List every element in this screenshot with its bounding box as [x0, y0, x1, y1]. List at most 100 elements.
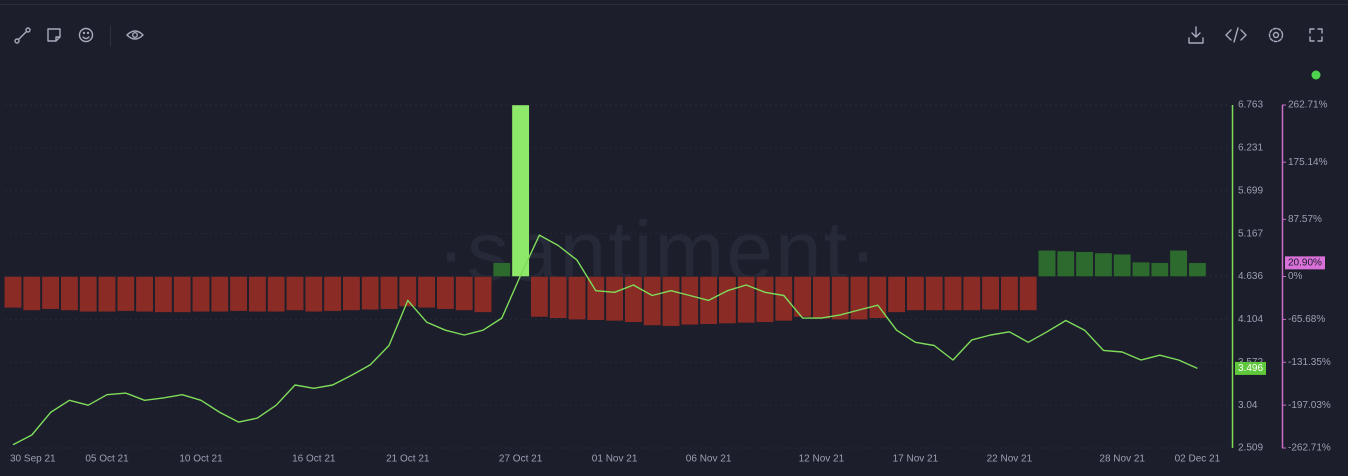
- x-tick-label: 28 Nov 21: [1099, 454, 1145, 465]
- toolbar-left: [14, 25, 144, 46]
- bar: [173, 276, 192, 313]
- bar: [962, 276, 981, 311]
- visibility-icon[interactable]: [126, 30, 144, 40]
- x-tick-label: 01 Nov 21: [592, 454, 638, 465]
- y-tick-label: 5.699: [1238, 185, 1263, 196]
- bar: [60, 276, 79, 311]
- y2-tick-label: -197.03%: [1288, 400, 1331, 411]
- y-tick-label: 5.167: [1238, 228, 1263, 239]
- bar: [530, 276, 549, 318]
- bar: [944, 276, 962, 311]
- last-value-box: [1235, 361, 1266, 375]
- bar: [906, 276, 925, 311]
- x-tick-label: 10 Oct 21: [179, 454, 223, 465]
- bar: [925, 276, 944, 311]
- bar: [586, 276, 605, 321]
- bar: [417, 276, 436, 309]
- y2-tick-label: 87.57%: [1288, 214, 1322, 225]
- bar: [680, 276, 699, 326]
- bar: [1169, 250, 1188, 277]
- bar: [643, 276, 662, 326]
- bar: [492, 262, 511, 277]
- bar: [342, 276, 361, 311]
- last-value-label: 3.496: [1238, 363, 1263, 374]
- bar: [756, 276, 774, 323]
- bar: [4, 276, 22, 309]
- bar: [1056, 250, 1075, 277]
- embed-icon[interactable]: [1225, 27, 1247, 43]
- y2-tick-label: 175.14%: [1288, 157, 1328, 168]
- price-line: [12, 234, 1198, 446]
- bar: [868, 276, 887, 319]
- download-icon[interactable]: [1188, 26, 1204, 44]
- bar: [116, 276, 135, 312]
- x-tick-label: 05 Oct 21: [85, 454, 129, 465]
- bar: [323, 276, 342, 312]
- bar: [774, 276, 793, 322]
- bar: [812, 276, 831, 320]
- bar-series: [4, 104, 1207, 327]
- y-tick-label: 4.104: [1238, 314, 1263, 325]
- y2-tick-label: -262.71%: [1288, 443, 1331, 454]
- fullscreen-icon[interactable]: [1309, 28, 1323, 42]
- bar: [549, 276, 568, 319]
- note-icon[interactable]: [47, 28, 61, 42]
- bar: [22, 276, 41, 311]
- draw-line-icon[interactable]: [14, 27, 31, 44]
- bar: [887, 276, 906, 313]
- bar: [1150, 262, 1169, 277]
- bar: [380, 276, 398, 310]
- bar: [1132, 261, 1150, 277]
- bar: [1094, 252, 1113, 277]
- bar: [41, 276, 60, 310]
- bar: [248, 276, 267, 312]
- bar: [605, 276, 624, 322]
- settings-icon[interactable]: [1268, 27, 1284, 43]
- bar: [1000, 276, 1019, 311]
- y2-tick-label: 0%: [1288, 271, 1303, 282]
- bar: [1075, 251, 1094, 277]
- bar: [981, 276, 1000, 310]
- bar: [361, 276, 380, 310]
- x-tick-label: 27 Oct 21: [499, 454, 543, 465]
- bar: [718, 276, 737, 324]
- bar: [1038, 250, 1056, 277]
- bar: [793, 276, 812, 318]
- bar: [135, 276, 154, 312]
- x-tick-label: 17 Nov 21: [893, 454, 939, 465]
- bar: [79, 276, 98, 312]
- bar: [737, 276, 756, 324]
- bar: [154, 276, 173, 313]
- x-tick-label: 30 Sep 21: [10, 454, 56, 465]
- bar: [267, 276, 286, 312]
- bar: [286, 276, 304, 311]
- last-value-box: [1285, 256, 1325, 270]
- status-dot: [1311, 70, 1321, 80]
- bar: [1019, 276, 1038, 311]
- y-tick-label: 4.636: [1238, 271, 1263, 282]
- bar: [210, 276, 229, 312]
- y-tick-label: 6.231: [1238, 143, 1263, 154]
- bar: [624, 276, 643, 323]
- bar: [474, 276, 492, 313]
- bar: [662, 276, 680, 327]
- x-tick-label: 06 Nov 21: [686, 454, 732, 465]
- bar: [304, 276, 323, 312]
- x-tick-label: 21 Oct 21: [386, 454, 430, 465]
- y-tick-label: 6.763: [1238, 100, 1263, 111]
- bar: [1188, 262, 1207, 277]
- emoji-icon[interactable]: [78, 27, 94, 43]
- y2-tick-label: -65.68%: [1288, 314, 1325, 325]
- toolbar-right: [1188, 26, 1323, 80]
- x-tick-label: 22 Nov 21: [987, 454, 1033, 465]
- bar: [98, 276, 116, 312]
- bar: [436, 276, 455, 310]
- bar: [1113, 254, 1132, 277]
- x-tick-label: 16 Oct 21: [292, 454, 336, 465]
- bar: [511, 104, 530, 277]
- last-value-label: 20.90%: [1288, 257, 1322, 268]
- bar: [398, 276, 417, 307]
- x-tick-label: 02 Dec 21: [1175, 454, 1221, 465]
